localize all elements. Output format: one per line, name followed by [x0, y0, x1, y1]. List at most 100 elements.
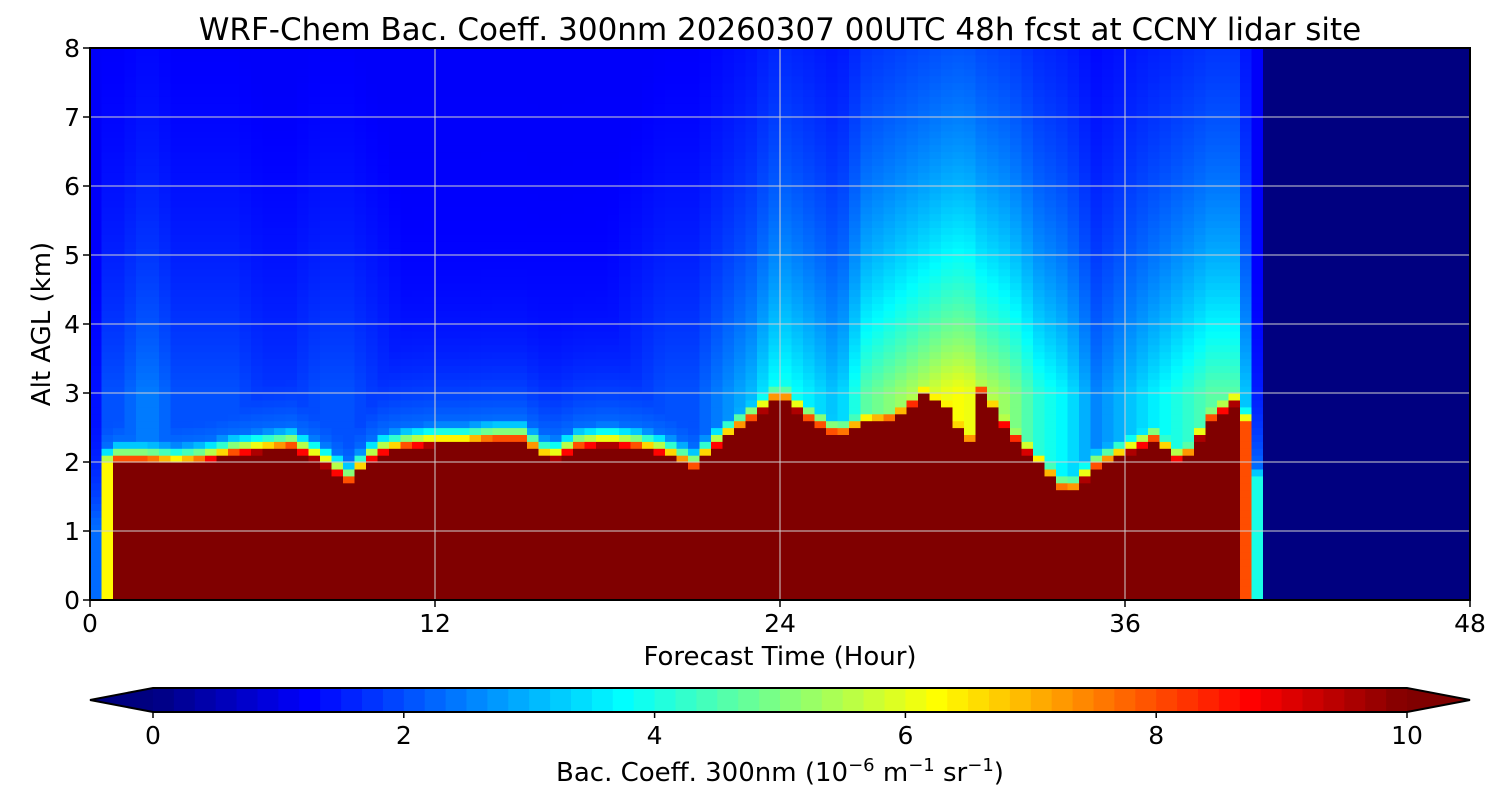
heatmap-cell — [331, 220, 344, 228]
heatmap-cell — [527, 130, 540, 139]
heatmap-cell — [228, 61, 241, 70]
heatmap-cell — [90, 503, 103, 511]
heatmap-cell — [136, 123, 149, 132]
heatmap-cell — [308, 144, 321, 153]
heatmap-cell — [481, 303, 494, 311]
heatmap-cell — [205, 151, 218, 159]
heatmap-cell — [492, 586, 505, 594]
heatmap-cell — [688, 482, 701, 491]
heatmap-cell — [239, 137, 252, 146]
heatmap-cell — [412, 393, 425, 401]
heatmap-cell — [274, 475, 287, 484]
heatmap-cell — [688, 413, 701, 422]
heatmap-cell — [136, 434, 149, 442]
heatmap-cell — [262, 199, 275, 208]
heatmap-cell — [446, 130, 459, 139]
heatmap-cell — [607, 337, 620, 346]
heatmap-cell — [113, 475, 126, 484]
heatmap-cell — [688, 420, 701, 429]
heatmap-cell — [182, 82, 195, 90]
heatmap-cell — [527, 427, 540, 435]
heatmap-cell — [630, 365, 643, 373]
heatmap-cell — [745, 172, 758, 180]
heatmap-cell — [251, 275, 264, 284]
heatmap-cell — [343, 482, 356, 491]
heatmap-cell — [481, 330, 494, 339]
heatmap-cell — [492, 593, 505, 600]
heatmap-cell — [228, 593, 241, 600]
heatmap-cell — [699, 482, 712, 491]
heatmap-cell — [584, 206, 597, 215]
heatmap-cell — [423, 386, 436, 394]
heatmap-cell — [182, 151, 195, 159]
heatmap-cell — [354, 468, 367, 477]
heatmap-cell — [412, 324, 425, 332]
heatmap-cell — [745, 579, 758, 587]
heatmap-cell — [228, 337, 241, 346]
heatmap-cell — [734, 192, 747, 201]
heatmap-cell — [297, 358, 310, 366]
heatmap-cell — [734, 144, 747, 153]
heatmap-cell — [205, 434, 218, 442]
heatmap-cell — [745, 586, 758, 594]
heatmap-cell — [308, 572, 321, 580]
heatmap-cell — [607, 489, 620, 498]
heatmap-cell — [768, 289, 781, 297]
heatmap-cell — [320, 158, 333, 166]
heatmap-cell — [803, 510, 816, 518]
heatmap-cell — [400, 517, 413, 525]
heatmap-cell — [159, 537, 172, 546]
heatmap-cell — [780, 489, 793, 498]
heatmap-cell — [561, 248, 574, 256]
heatmap-cell — [619, 151, 632, 159]
heatmap-cell — [239, 420, 252, 429]
heatmap-cell — [274, 379, 287, 387]
heatmap-cell — [320, 386, 333, 394]
heatmap-cell — [653, 379, 666, 387]
heatmap-cell — [331, 586, 344, 594]
heatmap-cell — [527, 448, 540, 456]
heatmap-cell — [113, 186, 126, 194]
heatmap-cell — [101, 441, 114, 449]
heatmap-cell — [412, 537, 425, 546]
heatmap-cell — [665, 572, 678, 580]
heatmap-cell — [538, 565, 551, 573]
heatmap-cell — [124, 130, 137, 139]
heatmap-cell — [354, 296, 367, 304]
heatmap-cell — [699, 558, 712, 567]
heatmap-cell — [734, 48, 747, 56]
heatmap-cell — [147, 558, 160, 567]
heatmap-cell — [205, 248, 218, 256]
heatmap-cell — [561, 227, 574, 235]
heatmap-cell — [435, 234, 448, 242]
heatmap-cell — [239, 75, 252, 84]
heatmap-cell — [515, 303, 528, 311]
heatmap-cell — [596, 462, 609, 470]
heatmap-cell — [216, 489, 229, 498]
heatmap-cell — [343, 468, 356, 477]
heatmap-cell — [159, 413, 172, 422]
heatmap-cell — [757, 130, 770, 139]
heatmap-cell — [354, 261, 367, 270]
heatmap-cell — [665, 172, 678, 180]
heatmap-cell — [366, 158, 379, 166]
heatmap-cell — [251, 130, 264, 139]
heatmap-cell — [239, 489, 252, 498]
heatmap-cell — [101, 413, 114, 422]
heatmap-cell — [113, 372, 126, 380]
heatmap-cell — [308, 551, 321, 560]
heatmap-cell — [538, 310, 551, 318]
heatmap-cell — [780, 199, 793, 208]
heatmap-cell — [354, 282, 367, 291]
heatmap-cell — [205, 427, 218, 435]
heatmap-cell — [469, 448, 482, 456]
heatmap-cell — [412, 234, 425, 242]
heatmap-cell — [619, 296, 632, 304]
heatmap-cell — [331, 510, 344, 518]
heatmap-cell — [147, 227, 160, 235]
heatmap-cell — [515, 330, 528, 339]
heatmap-cell — [239, 337, 252, 346]
heatmap-cell — [262, 489, 275, 498]
heatmap-cell — [688, 531, 701, 539]
heatmap-cell — [573, 158, 586, 166]
